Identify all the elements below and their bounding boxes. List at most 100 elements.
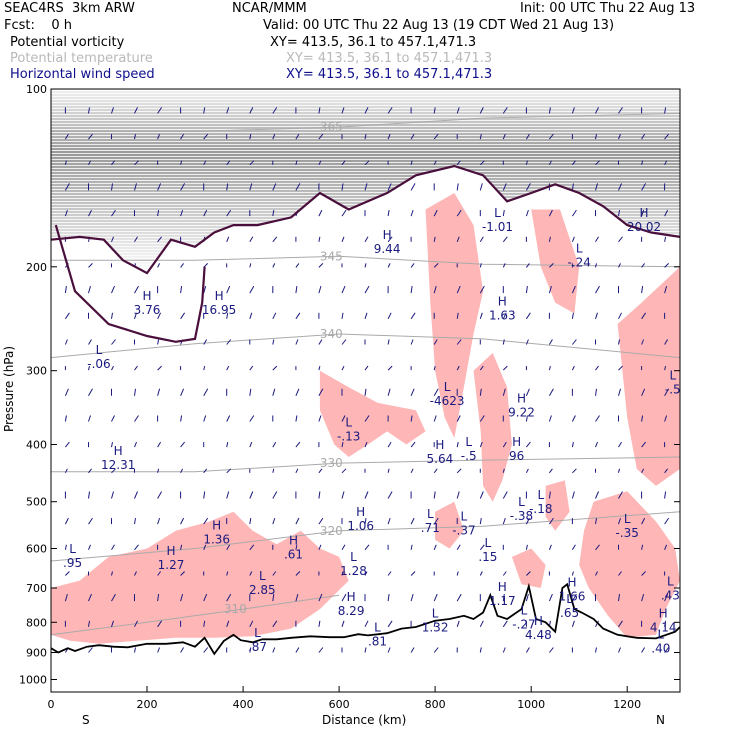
wind-arrow [203, 388, 209, 397]
wind-arrow [618, 210, 620, 217]
wind-arrow [664, 365, 667, 371]
wind-arrow [433, 236, 436, 242]
wind-arrow [226, 339, 232, 345]
theta-contour-320 [51, 511, 680, 562]
y-tick-label: 100 [26, 83, 47, 96]
wind-arrow [525, 647, 530, 653]
wind-arrow [180, 286, 183, 294]
wind-arrow [433, 365, 436, 371]
wind-arrow [249, 620, 254, 628]
wind-arrow [318, 285, 322, 294]
wind-arrow [456, 544, 461, 551]
pv-shade-region [473, 353, 512, 502]
org-label: NCAR/MMM [232, 1, 307, 16]
wind-arrow [479, 518, 482, 525]
x-axis-label: Distance (km) [322, 713, 407, 727]
wind-arrow [249, 312, 253, 319]
wind-arrow [664, 468, 668, 474]
pv-extremum-value: 1.36 [203, 533, 230, 547]
wind-arrow [341, 236, 345, 242]
wind-arrow [410, 468, 414, 474]
wind-arrow [226, 183, 229, 191]
wind-arrow [226, 442, 229, 448]
wind-arrow [295, 339, 299, 345]
pv-extremum-value: 1.63 [489, 309, 516, 323]
wind-arrow [525, 517, 530, 525]
wind-arrow [249, 263, 252, 268]
wind-arrow [157, 133, 161, 140]
wind-arrow [157, 236, 162, 243]
wind-arrow [111, 285, 115, 294]
wind-arrow [272, 312, 277, 320]
wind-arrow [157, 441, 162, 448]
wind-arrow [410, 209, 414, 217]
pv-extremum-value: 2.85 [249, 583, 276, 597]
wind-arrow [318, 160, 322, 166]
pv-extremum-value: 8.29 [338, 604, 365, 618]
wind-arrow [157, 388, 161, 396]
wind-arrow [318, 263, 324, 268]
wind-arrow [134, 312, 137, 319]
wind-arrow [364, 388, 367, 396]
y-tick-label: 800 [26, 616, 47, 629]
wind-arrow [249, 183, 253, 191]
wind-arrow [295, 183, 301, 191]
wind-arrow [571, 236, 575, 242]
pv-tropopause-contour [51, 164, 680, 275]
wind-arrow [571, 183, 574, 191]
wind-arrow [456, 468, 462, 474]
pv-extremum-value: .71 [421, 521, 440, 535]
x-tick-label: 0 [48, 698, 55, 711]
wind-arrow [157, 468, 160, 473]
wind-arrow [595, 441, 598, 448]
wind-arrow [203, 339, 208, 345]
wind-arrow [572, 468, 577, 474]
wind-arrow [595, 285, 600, 294]
wind-arrow [525, 183, 531, 191]
pv-extremum-marker: H [289, 534, 298, 548]
wind-arrow [64, 133, 69, 140]
wind-arrow [318, 593, 323, 602]
wind-arrow [618, 468, 620, 473]
wind-arrow [410, 593, 414, 602]
wind-arrow [318, 339, 323, 345]
pv-extremum-marker: L [667, 575, 674, 589]
wind-arrow [479, 415, 485, 422]
wind-arrow [203, 620, 206, 627]
pv-extremum-value: -4623 [430, 394, 465, 408]
wind-arrow [618, 183, 622, 191]
wind-arrow [295, 441, 301, 448]
pv-extremum-value: .65 [560, 606, 579, 620]
terrain-surface [51, 582, 680, 656]
wind-arrow [341, 442, 344, 448]
pv-extremum-value: -.18 [529, 502, 552, 516]
wind-arrow [180, 517, 185, 525]
wind-arrow [479, 134, 482, 140]
wind-arrow [525, 133, 530, 140]
wind-arrow [572, 339, 577, 345]
wind-arrow [525, 312, 531, 320]
pv-shade-region [425, 193, 484, 438]
wind-arrow [295, 468, 299, 474]
wind-arrow [548, 491, 551, 499]
wind-arrow [641, 571, 646, 576]
wind-arrow [111, 415, 115, 422]
wind-arrow [641, 593, 645, 602]
wind-arrow [641, 415, 644, 422]
wind-arrow [479, 571, 483, 576]
wind-arrow [111, 160, 115, 166]
wind-arrow [295, 133, 300, 140]
pv-extremum-marker: L [485, 536, 492, 550]
wind-arrow [134, 285, 139, 294]
wind-arrow [571, 312, 574, 319]
wind-arrow [295, 517, 300, 525]
wind-arrow [226, 236, 230, 242]
pv-extremum-marker: L [69, 542, 76, 556]
wind-arrow [64, 339, 68, 345]
wind-arrow [364, 571, 368, 576]
wind-arrow [88, 415, 91, 422]
wind-arrow [433, 160, 437, 166]
wind-arrow [571, 442, 574, 448]
y-tick-label: 700 [26, 582, 47, 595]
